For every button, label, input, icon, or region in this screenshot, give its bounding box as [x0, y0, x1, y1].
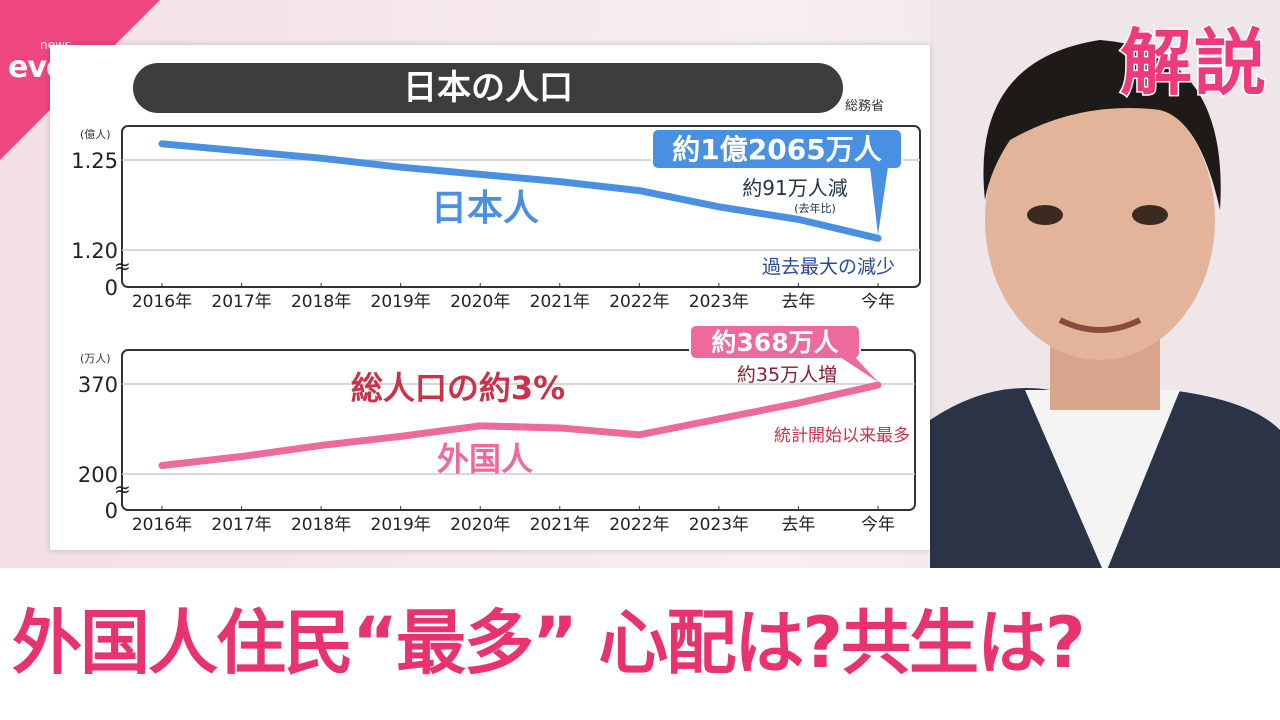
y-tick-label: 1.25	[71, 149, 118, 173]
board-title: 日本の人口	[133, 63, 843, 113]
change-label: 約91万人減	[742, 176, 847, 200]
callout-pointer	[870, 167, 888, 235]
y-unit-label: (億人)	[80, 128, 111, 141]
x-tick-label: 2021年	[530, 515, 590, 535]
callout-value: 約368万人	[711, 328, 838, 357]
x-tick-label: 今年	[861, 515, 895, 535]
x-tick-label: 2018年	[291, 515, 351, 535]
x-tick-label: 2016年	[132, 292, 192, 312]
callout-pointer	[840, 357, 878, 382]
source-label: 総務省	[845, 99, 885, 114]
chart-board: 日本の人口 総務省 (億人) 1.25 1.20 0 ≈2016年 2017年 2018年 2…	[50, 45, 930, 550]
axis-break-icon: ≈	[114, 254, 131, 278]
x-tick-label: 2023年	[689, 292, 749, 312]
x-tick-label: 2022年	[609, 515, 669, 535]
x-tick-label: 去年	[781, 292, 815, 312]
share-label: 総人口の約3%	[351, 369, 565, 407]
x-tick-label: 今年	[861, 292, 895, 312]
y-tick-label: 0	[105, 276, 118, 300]
x-tick-label: 2017年	[211, 515, 271, 535]
caption-bar: 外国人住民“最多” 心配は?共生は?	[0, 568, 1280, 720]
series-label: 日本人	[431, 188, 539, 229]
y-tick-label: 0	[105, 499, 118, 523]
change-note: (去年比)	[794, 201, 836, 215]
axis-break-icon: ≈	[114, 477, 131, 501]
presenter-image	[930, 0, 1280, 575]
series-line-foreign	[158, 381, 882, 470]
change-label: 約35万人増	[737, 364, 837, 386]
x-tick-label: 2017年	[211, 292, 271, 312]
callout-value: 約1億2065万人	[672, 133, 881, 166]
x-tick-label: 2022年	[609, 292, 669, 312]
y-tick-label: 370	[78, 373, 118, 397]
x-tick-label: 2019年	[371, 292, 431, 312]
y-tick-label: 200	[78, 463, 118, 487]
callout-box	[689, 324, 861, 360]
commentary-badge: 解説	[1118, 20, 1268, 107]
x-tick-label: 2016年	[132, 515, 192, 535]
x-tick-label: 2018年	[291, 292, 351, 312]
y-unit-label: (万人)	[80, 352, 111, 365]
x-tick-label: 2021年	[530, 292, 590, 312]
note-label: 過去最大の減少	[762, 256, 895, 278]
note-label: 統計開始以来最多	[774, 426, 910, 446]
x-tick-label: 2020年	[450, 515, 510, 535]
callout-box	[651, 128, 903, 170]
x-tick-label: 去年	[781, 515, 815, 535]
x-tick-label: 2023年	[689, 515, 749, 535]
x-tick-label: 2019年	[371, 515, 431, 535]
series-line-japanese	[158, 140, 882, 242]
charts-svg: (億人)1.251.200≈2016年 2017年 2018年 2019年 2020年 2…	[71, 125, 921, 535]
y-tick-label: 1.20	[71, 239, 118, 263]
x-tick-label: 2020年	[450, 292, 510, 312]
series-label: 外国人	[437, 440, 533, 478]
caption-text: 外国人住民“最多” 心配は?共生は?	[12, 602, 1086, 684]
